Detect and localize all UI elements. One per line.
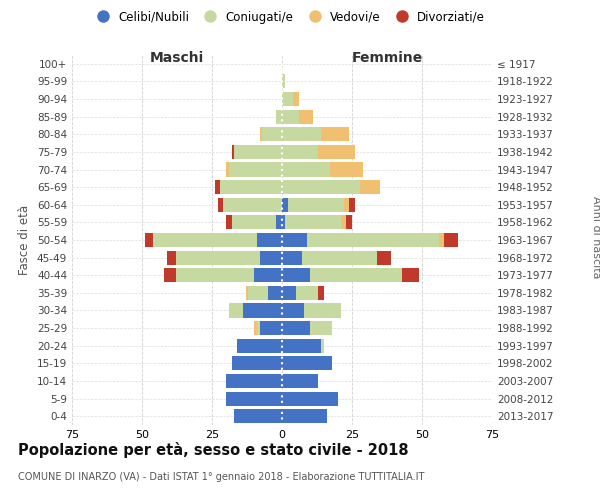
- Bar: [329, 162, 363, 176]
- Bar: [176, 250, 260, 264]
- Bar: [232, 145, 235, 159]
- Bar: [167, 250, 176, 264]
- Bar: [153, 233, 257, 247]
- Bar: [293, 92, 299, 106]
- Bar: [361, 180, 380, 194]
- Bar: [282, 92, 293, 106]
- Bar: [282, 321, 310, 335]
- Bar: [282, 392, 338, 406]
- Bar: [277, 110, 282, 124]
- Legend: Celibi/Nubili, Coniugati/e, Vedovi/e, Divorziati/e: Celibi/Nubili, Coniugati/e, Vedovi/e, Di…: [86, 6, 490, 28]
- Bar: [282, 268, 310, 282]
- Bar: [235, 145, 282, 159]
- Bar: [145, 233, 153, 247]
- Bar: [260, 250, 282, 264]
- Bar: [319, 286, 324, 300]
- Bar: [243, 304, 282, 318]
- Bar: [321, 127, 349, 142]
- Bar: [282, 286, 296, 300]
- Bar: [226, 216, 232, 230]
- Bar: [277, 216, 282, 230]
- Bar: [282, 250, 302, 264]
- Bar: [282, 180, 361, 194]
- Bar: [377, 250, 391, 264]
- Bar: [296, 286, 319, 300]
- Bar: [439, 233, 445, 247]
- Text: Maschi: Maschi: [150, 52, 204, 66]
- Bar: [282, 338, 321, 353]
- Bar: [262, 127, 282, 142]
- Bar: [229, 304, 243, 318]
- Bar: [229, 162, 282, 176]
- Bar: [245, 286, 248, 300]
- Bar: [282, 304, 304, 318]
- Bar: [220, 180, 282, 194]
- Bar: [232, 216, 277, 230]
- Bar: [285, 216, 341, 230]
- Bar: [232, 356, 282, 370]
- Bar: [299, 110, 313, 124]
- Bar: [282, 74, 285, 88]
- Bar: [282, 145, 319, 159]
- Bar: [235, 409, 282, 423]
- Bar: [282, 162, 329, 176]
- Bar: [226, 392, 282, 406]
- Bar: [310, 268, 403, 282]
- Text: COMUNE DI INARZO (VA) - Dati ISTAT 1° gennaio 2018 - Elaborazione TUTTITALIA.IT: COMUNE DI INARZO (VA) - Dati ISTAT 1° ge…: [18, 472, 424, 482]
- Text: Anni di nascita: Anni di nascita: [591, 196, 600, 279]
- Bar: [304, 304, 341, 318]
- Bar: [344, 198, 349, 212]
- Bar: [282, 216, 285, 230]
- Bar: [282, 374, 319, 388]
- Bar: [445, 233, 458, 247]
- Bar: [176, 268, 254, 282]
- Bar: [254, 268, 282, 282]
- Bar: [321, 338, 324, 353]
- Bar: [302, 250, 377, 264]
- Bar: [226, 162, 229, 176]
- Bar: [268, 286, 282, 300]
- Bar: [403, 268, 419, 282]
- Y-axis label: Fasce di età: Fasce di età: [19, 205, 31, 275]
- Bar: [248, 286, 268, 300]
- Bar: [307, 233, 439, 247]
- Bar: [218, 198, 223, 212]
- Bar: [282, 233, 307, 247]
- Bar: [349, 198, 355, 212]
- Bar: [260, 127, 262, 142]
- Bar: [319, 145, 355, 159]
- Bar: [164, 268, 176, 282]
- Text: Popolazione per età, sesso e stato civile - 2018: Popolazione per età, sesso e stato civil…: [18, 442, 409, 458]
- Bar: [282, 356, 332, 370]
- Bar: [287, 198, 344, 212]
- Bar: [215, 180, 220, 194]
- Bar: [260, 321, 282, 335]
- Bar: [341, 216, 346, 230]
- Text: Femmine: Femmine: [352, 52, 422, 66]
- Bar: [282, 127, 321, 142]
- Bar: [257, 233, 282, 247]
- Bar: [254, 321, 257, 335]
- Bar: [257, 321, 260, 335]
- Bar: [346, 216, 352, 230]
- Bar: [282, 409, 327, 423]
- Bar: [237, 338, 282, 353]
- Bar: [282, 198, 287, 212]
- Bar: [310, 321, 332, 335]
- Bar: [282, 110, 299, 124]
- Bar: [223, 198, 282, 212]
- Bar: [226, 374, 282, 388]
